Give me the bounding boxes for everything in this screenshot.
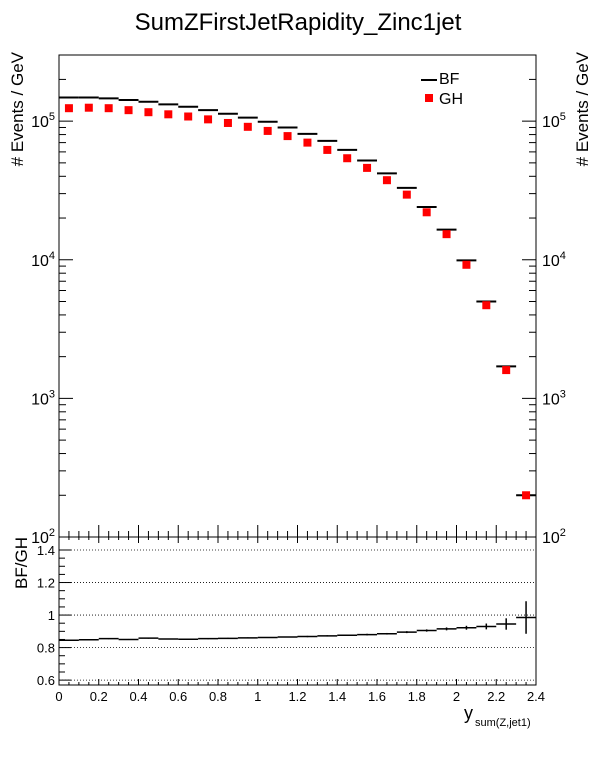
x-axis-label-main: y xyxy=(464,703,473,723)
main-y-tick-label-right: 103 xyxy=(542,388,566,408)
figure-title: SumZFirstJetRapidity_Zinc1jet xyxy=(135,9,462,36)
main-x-ticks xyxy=(58,525,537,537)
gh-marker xyxy=(382,176,391,185)
ratio-y-label: BF/GH xyxy=(12,537,31,589)
gh-marker xyxy=(482,301,491,310)
ratio-x-tick-label: 0.2 xyxy=(90,689,108,704)
main-y-ticks: 102 102 103 103 104 104 105 105 xyxy=(31,54,566,547)
gh-marker xyxy=(422,208,431,217)
ratio-x-ticks: 0 0.2 0.4 0.6 0.8 1 1.2 1.4 1.6 1.8 2 2.2 2.4 xyxy=(55,537,545,704)
ratio-x-tick-label: 1.4 xyxy=(328,689,346,704)
main-y-tick-label-right: 105 xyxy=(542,111,566,131)
main-y-tick-label-right: 102 xyxy=(542,527,566,547)
legend-gh-symbol xyxy=(425,94,433,102)
ratio-x-tick-label: 1.6 xyxy=(368,689,386,704)
ratio-x-tick-label: 0.4 xyxy=(129,689,147,704)
ratio-panel: 0.6 0.8 1 1.2 1.4 0 0.2 0.4 0.6 0.8 1 1.2 1.4 1.6 1.8… xyxy=(12,536,545,729)
gh-marker xyxy=(144,108,153,117)
main-y-tick-label: 104 xyxy=(31,250,55,270)
legend-box xyxy=(416,68,488,110)
gh-marker xyxy=(243,122,252,131)
gh-marker xyxy=(442,230,451,239)
ratio-plot-frame xyxy=(58,536,537,686)
ratio-x-tick-label: 1 xyxy=(254,689,261,704)
ratio-y-tick-label: 0.8 xyxy=(37,641,55,656)
ratio-series xyxy=(59,601,536,642)
gh-marker xyxy=(462,260,471,269)
gh-marker xyxy=(323,145,332,154)
ratio-x-tick-label: 0 xyxy=(55,689,62,704)
gh-marker xyxy=(64,104,73,113)
gh-marker xyxy=(204,115,213,124)
main-y-tick-label: 102 xyxy=(31,527,55,547)
gh-series xyxy=(64,103,531,500)
gh-marker xyxy=(502,366,511,375)
x-axis-label: y sum(Z,jet1) xyxy=(464,703,531,729)
gh-marker xyxy=(283,132,292,141)
gh-marker xyxy=(84,103,93,112)
gh-marker xyxy=(104,104,113,113)
ratio-x-tick-label: 1.8 xyxy=(408,689,426,704)
ratio-x-tick-label: 2.4 xyxy=(527,689,545,704)
legend-bf-label: BF xyxy=(439,71,460,88)
main-y-tick-label: 103 xyxy=(31,388,55,408)
gh-marker xyxy=(223,118,232,127)
gh-marker xyxy=(343,154,352,163)
ratio-y-tick-label: 1 xyxy=(48,608,55,623)
ratio-x-tick-label: 0.8 xyxy=(209,689,227,704)
ratio-x-tick-label: 2 xyxy=(453,689,460,704)
gh-marker xyxy=(124,106,133,115)
ratio-y-tick-label: 1.4 xyxy=(37,543,55,558)
legend: BF GH xyxy=(416,68,488,110)
bf-series xyxy=(59,96,536,497)
ratio-y-tick-label: 0.6 xyxy=(37,673,55,688)
gh-marker xyxy=(303,138,312,147)
gh-marker xyxy=(363,163,372,172)
main-y-label-right: # Events / GeV xyxy=(573,51,592,166)
legend-gh-label: GH xyxy=(439,91,463,108)
gh-marker xyxy=(184,112,193,121)
main-y-tick-label: 105 xyxy=(31,111,55,131)
x-axis-label-subscript: sum(Z,jet1) xyxy=(475,717,531,729)
main-y-label-left: # Events / GeV xyxy=(8,51,27,166)
main-y-tick-label-right: 104 xyxy=(542,250,566,270)
ratio-x-tick-label: 2.2 xyxy=(487,689,505,704)
gh-marker xyxy=(164,110,173,119)
gh-marker xyxy=(263,126,272,135)
ratio-x-tick-label: 0.6 xyxy=(169,689,187,704)
ratio-y-ticks: 0.6 0.8 1 1.2 1.4 xyxy=(37,543,71,688)
ratio-grid xyxy=(59,549,536,681)
gh-marker xyxy=(522,491,531,500)
gh-marker xyxy=(402,190,411,199)
ratio-x-tick-label: 1.2 xyxy=(288,689,306,704)
ratio-y-tick-label: 1.2 xyxy=(37,576,55,591)
